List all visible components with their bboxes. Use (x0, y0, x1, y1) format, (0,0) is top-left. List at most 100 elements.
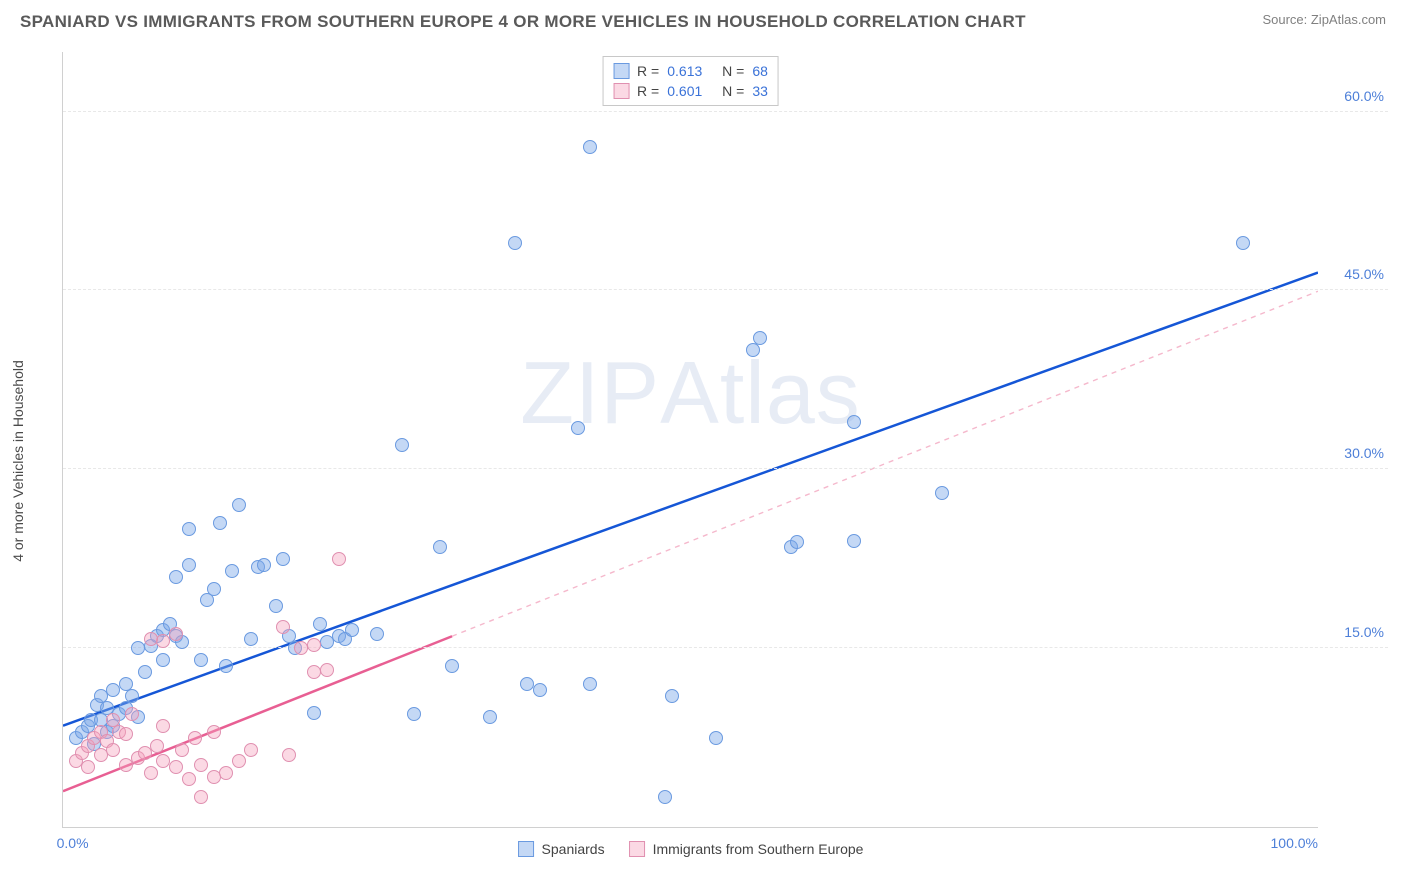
scatter-point (320, 663, 334, 677)
scatter-point (200, 593, 214, 607)
y-axis-label: 4 or more Vehicles in Household (10, 360, 26, 562)
n-value: 33 (752, 83, 768, 99)
scatter-point (533, 683, 547, 697)
scatter-point (313, 617, 327, 631)
scatter-point (169, 627, 183, 641)
scatter-point (194, 758, 208, 772)
r-label: R = (637, 83, 659, 99)
scatter-point (219, 659, 233, 673)
y-tick-label: 45.0% (1344, 266, 1384, 282)
scatter-point (225, 564, 239, 578)
scatter-point (307, 638, 321, 652)
scatter-point (746, 343, 760, 357)
r-value: 0.601 (667, 83, 702, 99)
swatch-icon (613, 63, 629, 79)
scatter-point (188, 731, 202, 745)
scatter-point (483, 710, 497, 724)
legend-item: Spaniards (518, 841, 605, 857)
scatter-point (709, 731, 723, 745)
scatter-point (219, 766, 233, 780)
x-tick-label: 100.0% (1271, 835, 1318, 851)
scatter-point (276, 552, 290, 566)
scatter-point (207, 725, 221, 739)
scatter-point (169, 570, 183, 584)
scatter-point (407, 707, 421, 721)
chart-title: SPANIARD VS IMMIGRANTS FROM SOUTHERN EUR… (20, 12, 1026, 32)
scatter-point (81, 760, 95, 774)
legend-item: Immigrants from Southern Europe (629, 841, 864, 857)
scatter-point (182, 772, 196, 786)
scatter-point (194, 653, 208, 667)
swatch-icon (613, 83, 629, 99)
scatter-point (332, 552, 346, 566)
r-value: 0.613 (667, 63, 702, 79)
scatter-point (753, 331, 767, 345)
scatter-point (847, 534, 861, 548)
scatter-point (790, 535, 804, 549)
gridline (63, 647, 1388, 648)
scatter-point (508, 236, 522, 250)
scatter-point (244, 632, 258, 646)
n-label: N = (722, 83, 744, 99)
legend-label: Immigrants from Southern Europe (653, 841, 864, 857)
scatter-point (395, 438, 409, 452)
scatter-point (370, 627, 384, 641)
legend-label: Spaniards (542, 841, 605, 857)
scatter-point (144, 632, 158, 646)
scatter-point (282, 748, 296, 762)
scatter-point (125, 707, 139, 721)
swatch-icon (629, 841, 645, 857)
scatter-point (156, 719, 170, 733)
scatter-point (276, 620, 290, 634)
n-value: 68 (752, 63, 768, 79)
r-label: R = (637, 63, 659, 79)
gridline (63, 468, 1388, 469)
swatch-icon (518, 841, 534, 857)
scatter-point (345, 623, 359, 637)
source-text: Source: ZipAtlas.com (1262, 12, 1386, 27)
scatter-point (156, 653, 170, 667)
gridline (63, 289, 1388, 290)
scatter-point (232, 498, 246, 512)
y-tick-label: 60.0% (1344, 88, 1384, 104)
legend-series: Spaniards Immigrants from Southern Europ… (518, 841, 864, 857)
y-tick-label: 15.0% (1344, 624, 1384, 640)
scatter-point (583, 677, 597, 691)
scatter-point (232, 754, 246, 768)
scatter-point (156, 634, 170, 648)
scatter-point (106, 743, 120, 757)
scatter-point (125, 689, 139, 703)
scatter-point (658, 790, 672, 804)
legend-stats-row: R = 0.601 N = 33 (613, 81, 768, 101)
scatter-point (207, 582, 221, 596)
scatter-point (138, 746, 152, 760)
scatter-point (307, 706, 321, 720)
scatter-point (244, 743, 258, 757)
scatter-point (182, 558, 196, 572)
scatter-point (182, 522, 196, 536)
scatter-point (571, 421, 585, 435)
n-label: N = (722, 63, 744, 79)
scatter-point (138, 665, 152, 679)
scatter-point (847, 415, 861, 429)
x-tick-label: 0.0% (57, 835, 89, 851)
scatter-point (175, 743, 189, 757)
scatter-point (213, 516, 227, 530)
scatter-point (194, 790, 208, 804)
scatter-point (433, 540, 447, 554)
legend-stats: R = 0.613 N = 68 R = 0.601 N = 33 (602, 56, 779, 106)
chart-container: 4 or more Vehicles in Household R = 0.61… (36, 44, 1388, 862)
legend-stats-row: R = 0.613 N = 68 (613, 61, 768, 81)
gridline (63, 111, 1388, 112)
y-tick-label: 30.0% (1344, 445, 1384, 461)
scatter-point (583, 140, 597, 154)
trend-lines (63, 52, 1318, 827)
scatter-point (445, 659, 459, 673)
scatter-point (119, 727, 133, 741)
scatter-point (257, 558, 271, 572)
scatter-point (935, 486, 949, 500)
scatter-point (1236, 236, 1250, 250)
scatter-point (269, 599, 283, 613)
scatter-point (150, 739, 164, 753)
scatter-point (144, 766, 158, 780)
